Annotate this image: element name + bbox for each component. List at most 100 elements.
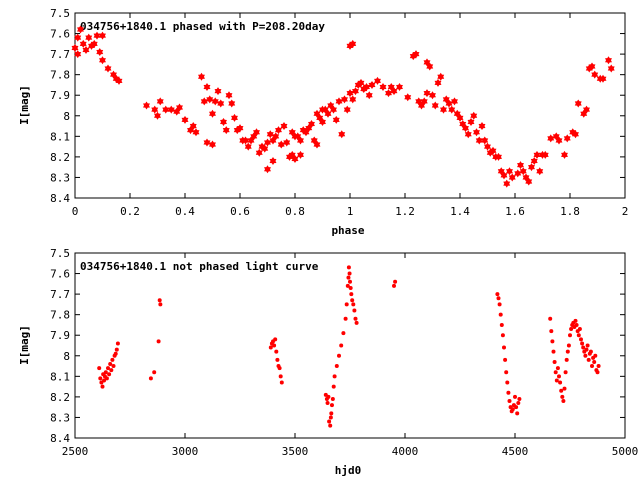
- data-point: [220, 117, 227, 126]
- data-point: [277, 366, 282, 371]
- data-point: [279, 380, 284, 385]
- data-point: [156, 339, 161, 344]
- data-point: [352, 87, 359, 96]
- data-point: [426, 62, 434, 71]
- data-point: [330, 396, 335, 401]
- data-point: [440, 105, 447, 114]
- data-point: [214, 87, 222, 96]
- data-point: [586, 357, 591, 362]
- data-point: [365, 91, 373, 100]
- data-point: [100, 384, 105, 389]
- data-point: [266, 130, 274, 139]
- data-points: [97, 265, 601, 428]
- data-point: [109, 368, 114, 373]
- data-point: [555, 136, 563, 145]
- data-point: [500, 333, 505, 338]
- data-point: [470, 111, 478, 120]
- data-point: [519, 167, 527, 176]
- data-point: [605, 56, 612, 65]
- data-point: [591, 70, 599, 79]
- data-point: [555, 366, 560, 371]
- data-point: [566, 343, 571, 348]
- data-point: [437, 72, 445, 81]
- phased-light-curve-chart: 034756+1840.1 phased with P=208.20day ph…: [18, 7, 628, 237]
- data-point: [255, 148, 263, 157]
- data-point: [115, 341, 120, 346]
- chart-title: 034756+1840.1 phased with P=208.20day: [80, 20, 325, 33]
- data-point: [517, 396, 522, 401]
- data-point: [374, 76, 381, 85]
- data-point: [548, 316, 553, 321]
- data-point: [585, 343, 590, 348]
- data-point: [588, 349, 593, 354]
- data-point: [593, 353, 598, 358]
- data-point: [396, 83, 403, 91]
- y-tick-label: 8: [63, 350, 70, 363]
- data-point: [272, 132, 280, 141]
- data-point: [203, 138, 211, 147]
- data-point: [209, 140, 216, 149]
- data-point: [572, 130, 579, 139]
- data-point: [111, 364, 116, 369]
- data-point: [268, 345, 273, 350]
- data-point: [332, 374, 337, 379]
- data-point: [148, 376, 153, 381]
- data-point: [343, 105, 351, 114]
- data-point: [345, 283, 350, 288]
- data-point: [504, 370, 509, 375]
- data-point: [157, 298, 162, 303]
- x-tick-label: 1.4: [450, 205, 470, 218]
- data-point: [269, 157, 277, 165]
- data-point: [599, 74, 607, 83]
- data-point: [330, 105, 337, 114]
- data-point: [341, 331, 346, 336]
- x-tick-label: 2: [622, 205, 629, 218]
- data-point: [420, 97, 428, 106]
- data-point: [551, 349, 556, 354]
- data-point: [327, 419, 332, 424]
- y-tick-label: 8.2: [50, 151, 70, 164]
- data-point: [516, 401, 521, 406]
- data-point: [236, 124, 244, 133]
- x-tick-label: 0.4: [175, 205, 195, 218]
- y-tick-label: 7.6: [50, 28, 70, 41]
- data-point: [102, 378, 107, 383]
- data-point: [456, 113, 464, 122]
- y-tick-label: 8.2: [50, 391, 70, 404]
- plot-frame: [74, 252, 626, 439]
- unphased-light-curve-chart: 034756+1840.1 not phased light curve hjd…: [18, 247, 638, 477]
- data-point: [445, 99, 453, 108]
- data-point: [225, 91, 233, 100]
- data-point: [580, 341, 585, 346]
- data-point: [261, 144, 269, 153]
- x-tick-label: 3000: [172, 445, 199, 458]
- data-point: [560, 394, 565, 399]
- data-point: [507, 399, 512, 403]
- data-point: [337, 353, 341, 358]
- data-point: [503, 357, 508, 362]
- data-point: [528, 163, 535, 172]
- data-point: [114, 347, 119, 352]
- x-tick-label: 1.2: [395, 205, 415, 218]
- data-point: [481, 136, 489, 145]
- data-point: [579, 337, 583, 342]
- data-point: [353, 316, 358, 321]
- data-point: [192, 128, 200, 137]
- data-point: [332, 115, 340, 124]
- x-tick-label: 2500: [62, 445, 89, 458]
- data-point: [228, 99, 236, 108]
- data-point: [514, 405, 519, 410]
- data-point: [211, 97, 219, 106]
- data-point: [349, 292, 354, 297]
- data-point: [505, 380, 510, 385]
- data-point: [343, 316, 348, 321]
- data-point: [152, 370, 157, 375]
- data-point: [565, 349, 570, 354]
- data-point: [350, 298, 355, 303]
- data-point: [319, 117, 326, 126]
- data-point: [581, 345, 586, 350]
- data-point: [328, 423, 333, 428]
- data-point: [325, 401, 330, 406]
- data-point: [583, 105, 590, 114]
- data-point: [297, 136, 304, 145]
